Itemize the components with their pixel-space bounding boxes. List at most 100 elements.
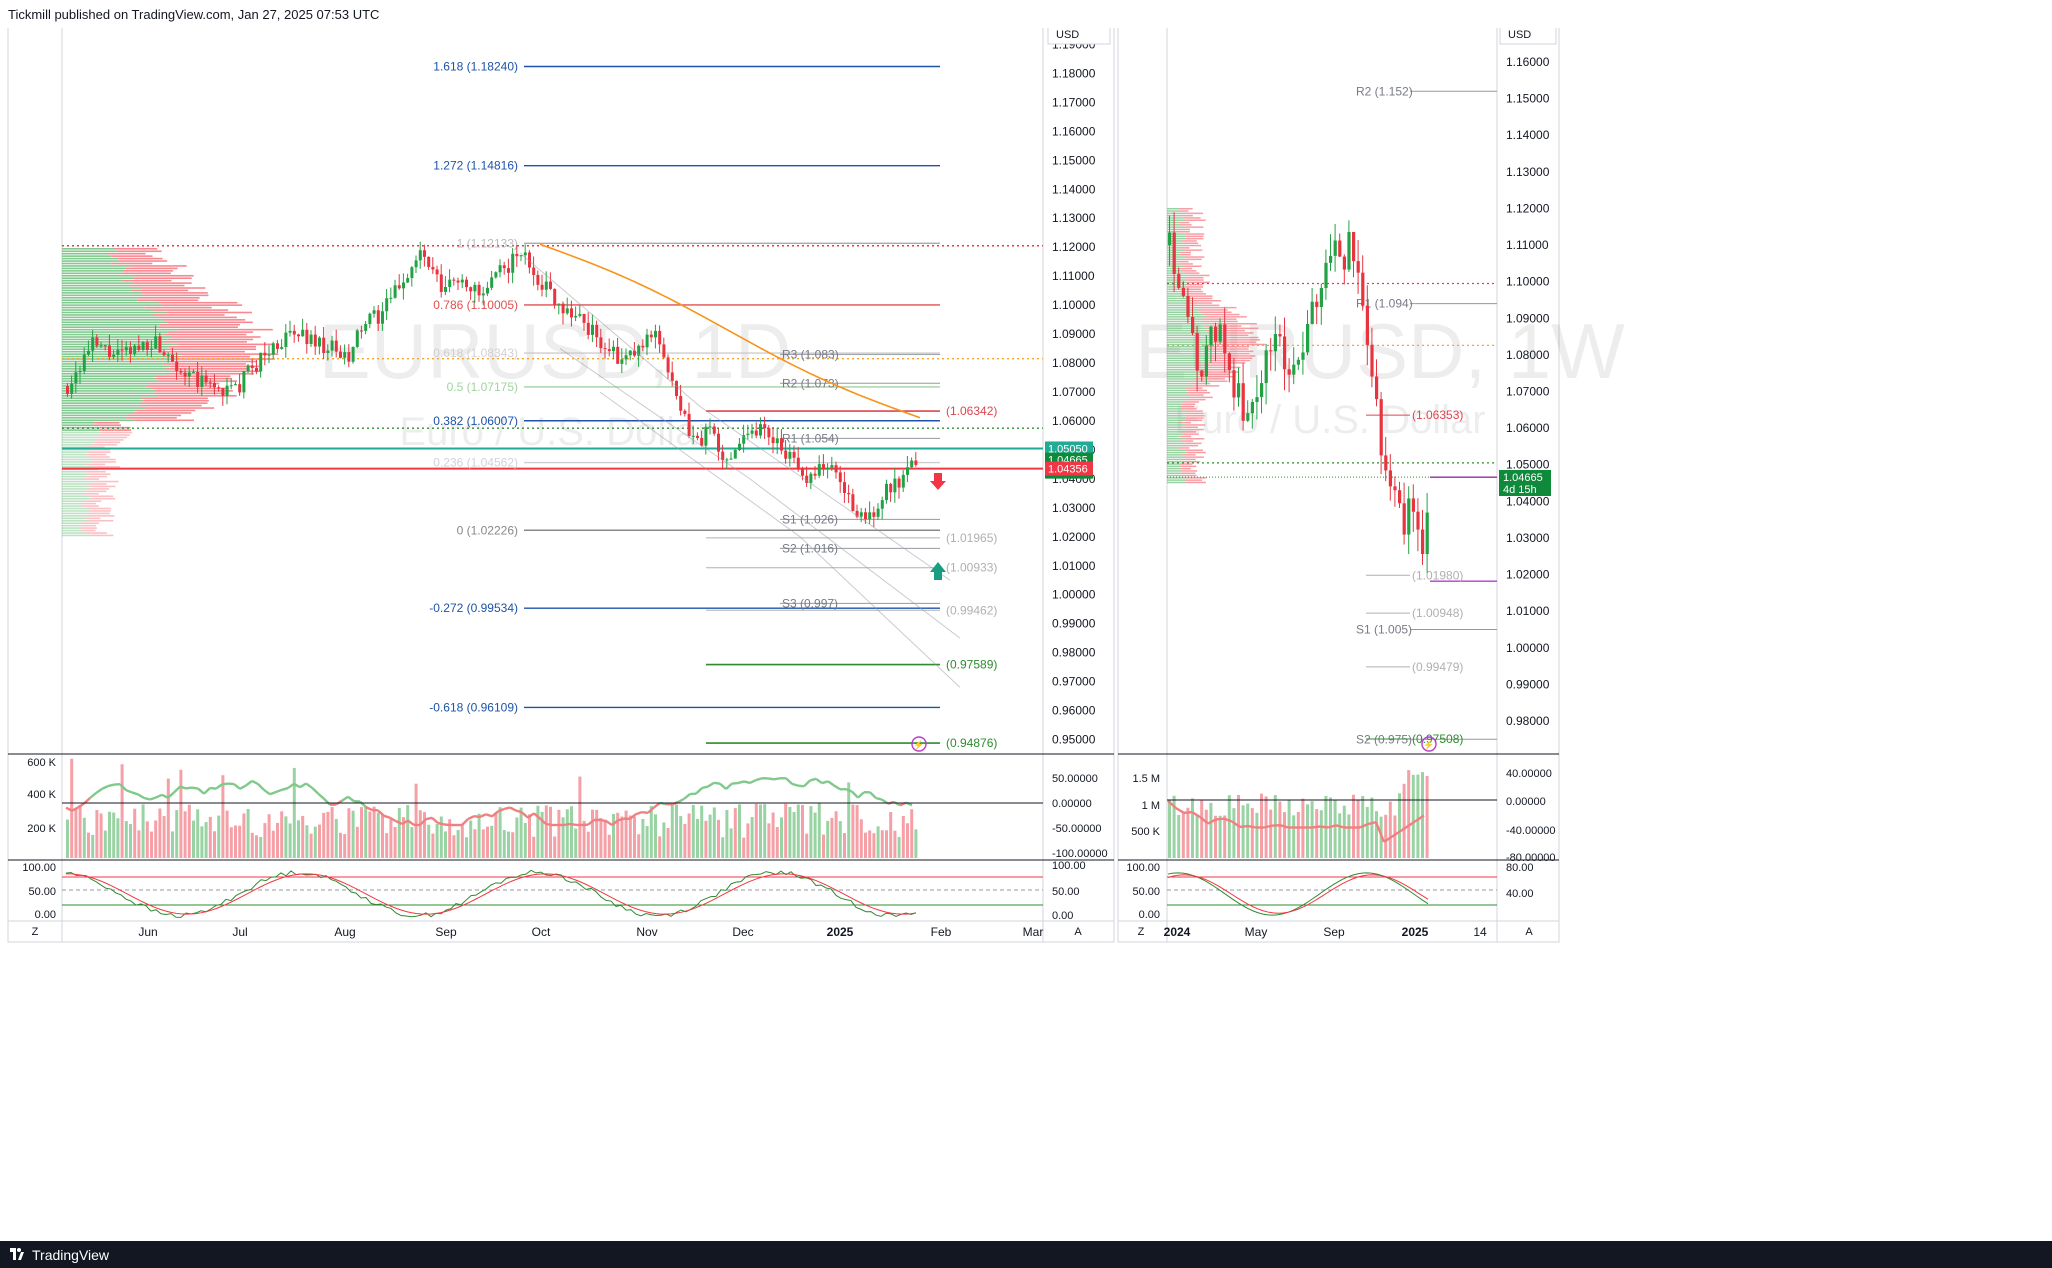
candle-body [708,426,712,428]
volume-profile-bar [1203,313,1240,316]
volume-bar [1365,806,1369,858]
volume-profile-bar [86,483,107,485]
volume-bar [490,825,494,858]
volume-bar [851,804,855,858]
volume-bar [792,812,796,858]
volume-bar [1241,805,1245,858]
candle-body [746,433,750,436]
moving-average-line [539,243,921,419]
candle-body [544,281,548,290]
right-y-tick-label: 1.00000 [1506,641,1550,655]
volume-bar [187,804,191,858]
volume-bar [481,829,485,858]
candle-body [700,437,704,446]
candle-body [612,346,615,352]
candle-body [217,387,221,389]
volume-bar [372,806,376,858]
volume-bar [658,836,662,858]
candle-body [733,449,737,459]
candle-body [481,293,485,296]
volume-profile-bar [1167,221,1179,224]
candle-body [91,337,95,351]
volume-profile-bar [62,515,91,517]
volume-profile-bar [62,473,89,475]
candle-body [137,345,141,350]
volume-profile-bar [1167,387,1185,389]
volume-oscillator-segment [251,779,259,786]
volume-profile-bar [1167,306,1202,309]
volume-bar [1407,770,1411,858]
volume-profile-bar [62,448,89,451]
candle-body [1246,413,1250,421]
volume-profile-bar [133,282,192,284]
volume-profile-bar [62,331,168,333]
volume-bar [880,830,884,858]
candle-body [120,349,124,351]
volume-profile-bar [1184,290,1203,293]
volume-profile-bar [62,380,159,382]
volume-oscillator-segment [875,796,883,801]
left-symbol-watermark: EURUSD, 1D [319,307,791,395]
candle-body [444,287,447,292]
candle-body [645,334,649,348]
volume-profile-bar [91,461,117,463]
volume-profile-bar [62,512,89,515]
volume-oscillator-segment [197,787,205,795]
candle-body [255,367,258,372]
volume-profile-bar [93,441,121,444]
pivot-label: S3 (0.997) [782,596,838,610]
stoch-tick-label: 100.00 [1126,862,1160,874]
candle-body [1379,399,1383,456]
volume-profile-bar [62,297,138,299]
volume-profile-bar [1185,212,1204,215]
volume-oscillator-segment [191,786,199,790]
volume-profile-bar [62,412,134,414]
volume-bar [402,817,405,858]
volume-profile-bar [62,284,130,287]
volume-bar [200,826,204,858]
candle-body [448,279,452,288]
volume-osc-tick-label: 40.00000 [1506,768,1552,780]
volume-profile-bar [62,326,159,328]
volume-profile-bar [164,368,249,370]
volume-profile-bar [62,463,86,466]
volume-bar [1333,799,1337,858]
candle-body [368,313,372,324]
left-x-tick-label: Aug [334,925,355,939]
volume-bar [1338,813,1342,858]
candle-body [750,430,754,434]
volume-bar [1200,800,1204,858]
volume-bar [683,823,687,858]
volume-bar [460,823,464,858]
right-y-tick-label: 1.14000 [1506,128,1550,142]
currency-box [1047,28,1111,45]
volume-profile-bar [177,343,273,346]
candle-body [876,508,880,517]
right-y-tick-label: 0.99000 [1506,677,1550,691]
candle-body [910,460,914,468]
volume-profile-bar [1167,405,1181,408]
volume-profile-bar [1167,290,1185,293]
candle-body [1204,345,1208,377]
candle-body [1232,370,1236,398]
volume-profile-bar [62,370,172,373]
volume-profile-bar [88,448,111,451]
volume-profile-bar [62,497,92,500]
volume-profile-bar [165,355,251,358]
volume-profile-bar [1167,371,1203,373]
volume-osc-tick-label: 0.00000 [1052,798,1092,810]
volume-profile-bar [1178,254,1191,256]
volume-oscillator-segment [287,782,295,790]
candle-body [914,460,918,465]
volume-bar [238,825,242,858]
volume-oscillator-segment [149,796,157,801]
candle-body [607,349,611,352]
volume-profile-bar [85,446,105,449]
volume-profile-bar [62,478,83,480]
volume-bar [246,808,250,858]
left-y-tick-label: 1.06000 [1052,414,1096,428]
volume-profile-bar [62,517,84,520]
volume-profile-bar [62,475,87,478]
volume-oscillator-segment [263,788,271,796]
